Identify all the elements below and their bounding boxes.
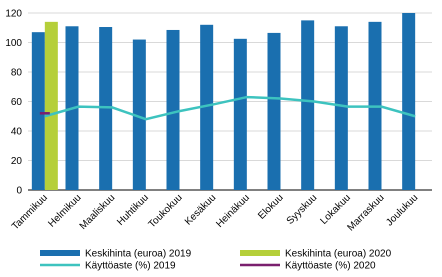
bar [402, 13, 416, 190]
x-tick-label: Marraskuu [345, 192, 386, 233]
bar [31, 32, 45, 190]
bar [334, 26, 348, 191]
x-tick-label: Maaliskuu [78, 192, 118, 232]
bar [132, 39, 146, 190]
x-tick-label: Tammikuu [10, 192, 50, 232]
y-tick-label: 120 [5, 9, 22, 20]
bar [267, 32, 281, 190]
line [44, 95, 416, 121]
legend-label: Käyttöaste (%) 2019 [85, 261, 176, 272]
y-tick-label: 60 [11, 97, 23, 108]
legend-swatch [40, 250, 80, 256]
x-tick-label: Toukokuu [147, 192, 185, 230]
legend-label: Keskihinta (euroa) 2019 [85, 249, 192, 260]
y-tick-label: 100 [5, 38, 22, 49]
x-tick-label: Lokakuu [318, 192, 353, 227]
y-tick-label: 0 [16, 186, 22, 197]
bar [200, 24, 214, 190]
bar [166, 29, 180, 191]
bar [233, 38, 247, 190]
x-tick-label: Elokuu [256, 192, 285, 221]
x-tick-label: Joulukuu [384, 192, 420, 228]
legend-swatch [240, 250, 280, 256]
bar [301, 20, 315, 190]
legend-label: Käyttöaste (%) 2020 [285, 261, 376, 272]
y-tick-label: 20 [11, 156, 23, 167]
y-tick-label: 80 [11, 68, 23, 79]
x-tick-label: Kesäkuu [183, 192, 218, 227]
legend-label: Keskihinta (euroa) 2020 [285, 249, 392, 260]
bar [44, 21, 58, 190]
x-tick-label: Heinäkuu [214, 192, 252, 230]
y-tick-label: 40 [11, 127, 23, 138]
x-tick-label: Syyskuu [285, 192, 320, 227]
